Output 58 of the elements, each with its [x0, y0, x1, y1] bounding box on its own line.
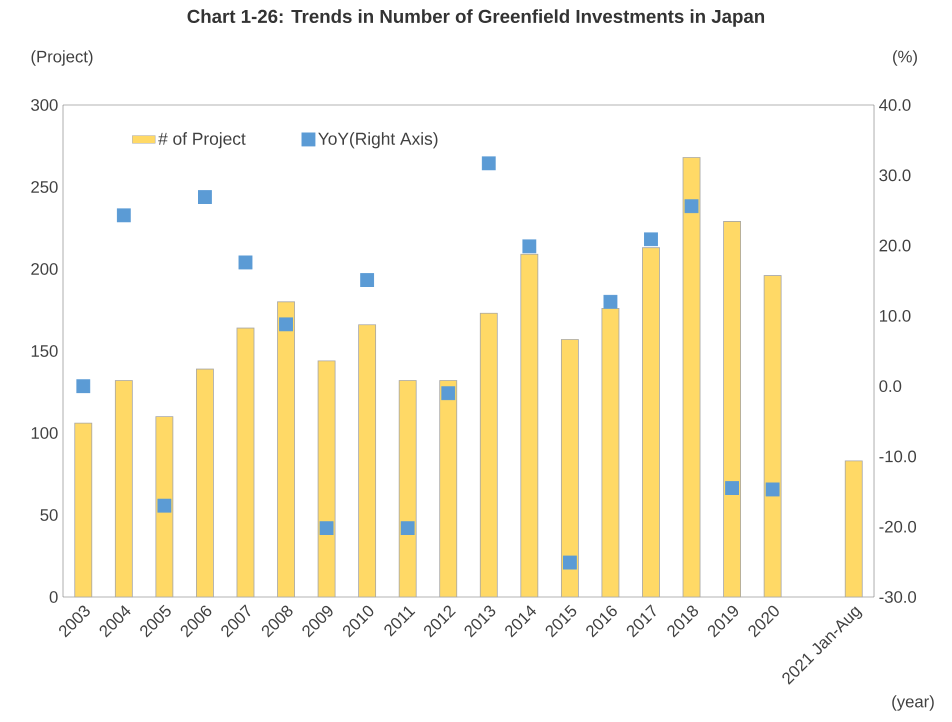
- chart-title: Chart 1-26: Trends in Number of Greenfield Investments in Japan: [188, 9, 764, 27]
- bar: [318, 360, 336, 598]
- point: [400, 521, 415, 536]
- point: [522, 239, 536, 254]
- point: [76, 379, 90, 394]
- point: [279, 317, 293, 332]
- y2-tick-label: 20.0: [880, 240, 910, 252]
- y2-tick-label: -30.0: [879, 591, 916, 603]
- bar: [439, 380, 458, 598]
- y2-tick-label: 10.0: [880, 310, 910, 322]
- bar: [642, 247, 660, 598]
- y2-tick-label: 0.0: [879, 380, 902, 392]
- y-tick-label: 200: [31, 263, 58, 275]
- point: [320, 521, 334, 536]
- bar: [764, 275, 782, 598]
- bar: [560, 339, 579, 598]
- bar: [155, 416, 174, 598]
- y-tick-label: 250: [31, 181, 58, 193]
- point: [116, 208, 131, 222]
- bar: [358, 324, 376, 598]
- point: [441, 386, 456, 400]
- bar: [236, 328, 254, 598]
- point: [766, 482, 780, 496]
- point: [644, 232, 658, 246]
- bar: [520, 254, 538, 598]
- y-tick-label: 300: [31, 99, 58, 111]
- point: [198, 190, 212, 204]
- legend-label: YoY(Right Axis): [318, 132, 438, 148]
- point: [725, 481, 740, 495]
- y2-axis-title: (%): [893, 50, 917, 66]
- y2-tick-label: -20.0: [879, 520, 916, 533]
- bar: [723, 221, 741, 598]
- bar: [602, 308, 620, 598]
- bar: [480, 312, 498, 598]
- y-tick-label: 50: [40, 509, 58, 521]
- bar: [277, 301, 295, 598]
- y2-tick-label: 40.0: [879, 99, 910, 111]
- bar: [844, 460, 863, 598]
- point: [238, 256, 252, 270]
- y-tick-label: 150: [32, 345, 58, 357]
- y-tick-label: 100: [32, 427, 58, 439]
- point: [360, 273, 374, 287]
- point: [157, 498, 172, 513]
- bar: [114, 380, 133, 598]
- y2-tick-label: -10.0: [879, 450, 916, 462]
- point: [603, 294, 618, 309]
- y2-tick-label: 30.0: [879, 169, 910, 182]
- y-tick-label: 0: [50, 591, 58, 603]
- bar: [74, 422, 92, 598]
- legend-label: # of Project: [158, 132, 246, 148]
- y-axis-title: (Project): [32, 50, 92, 66]
- point: [482, 156, 496, 170]
- point: [562, 556, 577, 570]
- point: [684, 199, 698, 214]
- bar: [682, 157, 700, 598]
- bar: [398, 380, 417, 598]
- x-axis-title: (year): [892, 695, 934, 711]
- bar: [196, 368, 214, 598]
